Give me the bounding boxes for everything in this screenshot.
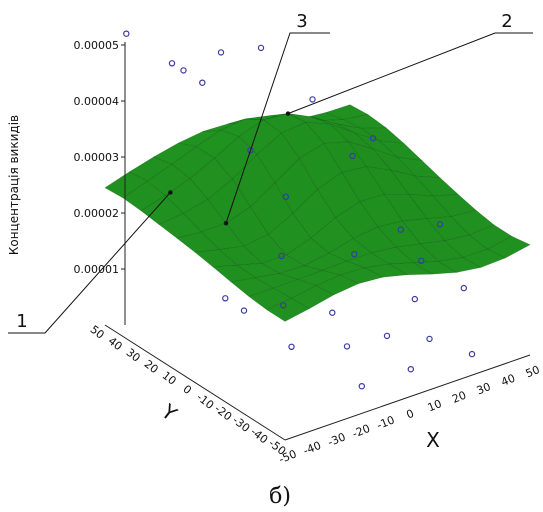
- data-point: [343, 343, 351, 350]
- data-point: [199, 79, 206, 86]
- x-tick-label: 30: [475, 380, 493, 397]
- x-tick-label: -20: [350, 422, 372, 441]
- x-tick-label: 50: [524, 363, 542, 380]
- callout-leader: [225, 32, 330, 224]
- x-tick-label: 40: [499, 372, 517, 389]
- data-points: [123, 30, 476, 390]
- y-tick-label: 30: [124, 346, 143, 365]
- y-axis-line: [104, 324, 286, 441]
- data-point: [383, 332, 391, 340]
- surface-facet: [396, 156, 441, 179]
- x-tick-label: 20: [450, 389, 468, 406]
- data-point: [351, 250, 358, 258]
- x-tick-label: 10: [426, 397, 444, 414]
- z-tick-label: 0.00001: [74, 263, 120, 276]
- callout-leader: [8, 192, 171, 334]
- surface-mesh: [104, 104, 531, 322]
- y-tick-label: 40: [106, 334, 125, 353]
- callout-anchor: [285, 111, 291, 116]
- data-point: [397, 226, 404, 233]
- callout-label: 1: [16, 311, 27, 332]
- callout-leader: [287, 32, 533, 115]
- callout-anchor: [168, 190, 173, 195]
- x-tick-label: -30: [326, 430, 348, 449]
- surface-facet: [324, 104, 369, 120]
- data-point: [222, 295, 229, 302]
- data-point: [349, 152, 356, 160]
- data-point: [257, 44, 265, 52]
- data-point: [329, 309, 336, 316]
- callout-label: 2: [501, 11, 512, 32]
- data-point: [168, 60, 176, 67]
- y-tick-label: 50: [88, 323, 107, 342]
- data-point: [288, 343, 295, 350]
- data-point: [280, 302, 287, 309]
- x-axis-line: [284, 354, 531, 441]
- surface-facet: [378, 140, 423, 162]
- y-tick-label: 0: [180, 382, 194, 397]
- data-point: [217, 49, 225, 56]
- data-point: [369, 135, 377, 142]
- y-axis-label: Y: [156, 399, 182, 427]
- y-tick-label: 10: [160, 369, 179, 388]
- x-axis-label: X: [426, 428, 440, 452]
- data-point: [309, 96, 316, 103]
- data-point: [460, 284, 467, 292]
- surface-facet: [486, 236, 531, 259]
- data-point: [247, 147, 254, 154]
- data-point: [278, 252, 285, 260]
- callouts: 1 2 3: [8, 11, 533, 334]
- z-axis-label: Концентрація викидів: [7, 115, 21, 255]
- data-point: [282, 193, 289, 200]
- data-point: [411, 295, 418, 303]
- surface-facet: [432, 193, 477, 217]
- data-point: [240, 307, 248, 314]
- callout-anchor: [223, 221, 229, 226]
- z-tick-label: 0.00002: [74, 207, 120, 220]
- z-tick-label: 0.00005: [74, 39, 120, 52]
- y-tick-label: 20: [142, 357, 161, 376]
- callout-label: 3: [296, 11, 307, 32]
- axes: [104, 42, 531, 441]
- data-point: [180, 67, 187, 74]
- z-tick-label: 0.00004: [74, 95, 120, 108]
- data-point: [358, 383, 365, 390]
- x-tick-label: 0: [405, 407, 416, 422]
- figure-caption: б): [269, 484, 291, 509]
- data-point: [468, 350, 476, 358]
- data-point: [123, 30, 130, 37]
- x-tick-label: -10: [375, 413, 397, 432]
- surface-facet: [360, 127, 405, 144]
- z-tick-label: 0.00003: [74, 151, 120, 164]
- data-point: [407, 366, 414, 373]
- data-point: [426, 335, 433, 343]
- x-tick-label: -40: [301, 439, 323, 458]
- data-point: [418, 257, 425, 264]
- x-tick-label: -50: [277, 447, 299, 466]
- data-point: [436, 221, 444, 228]
